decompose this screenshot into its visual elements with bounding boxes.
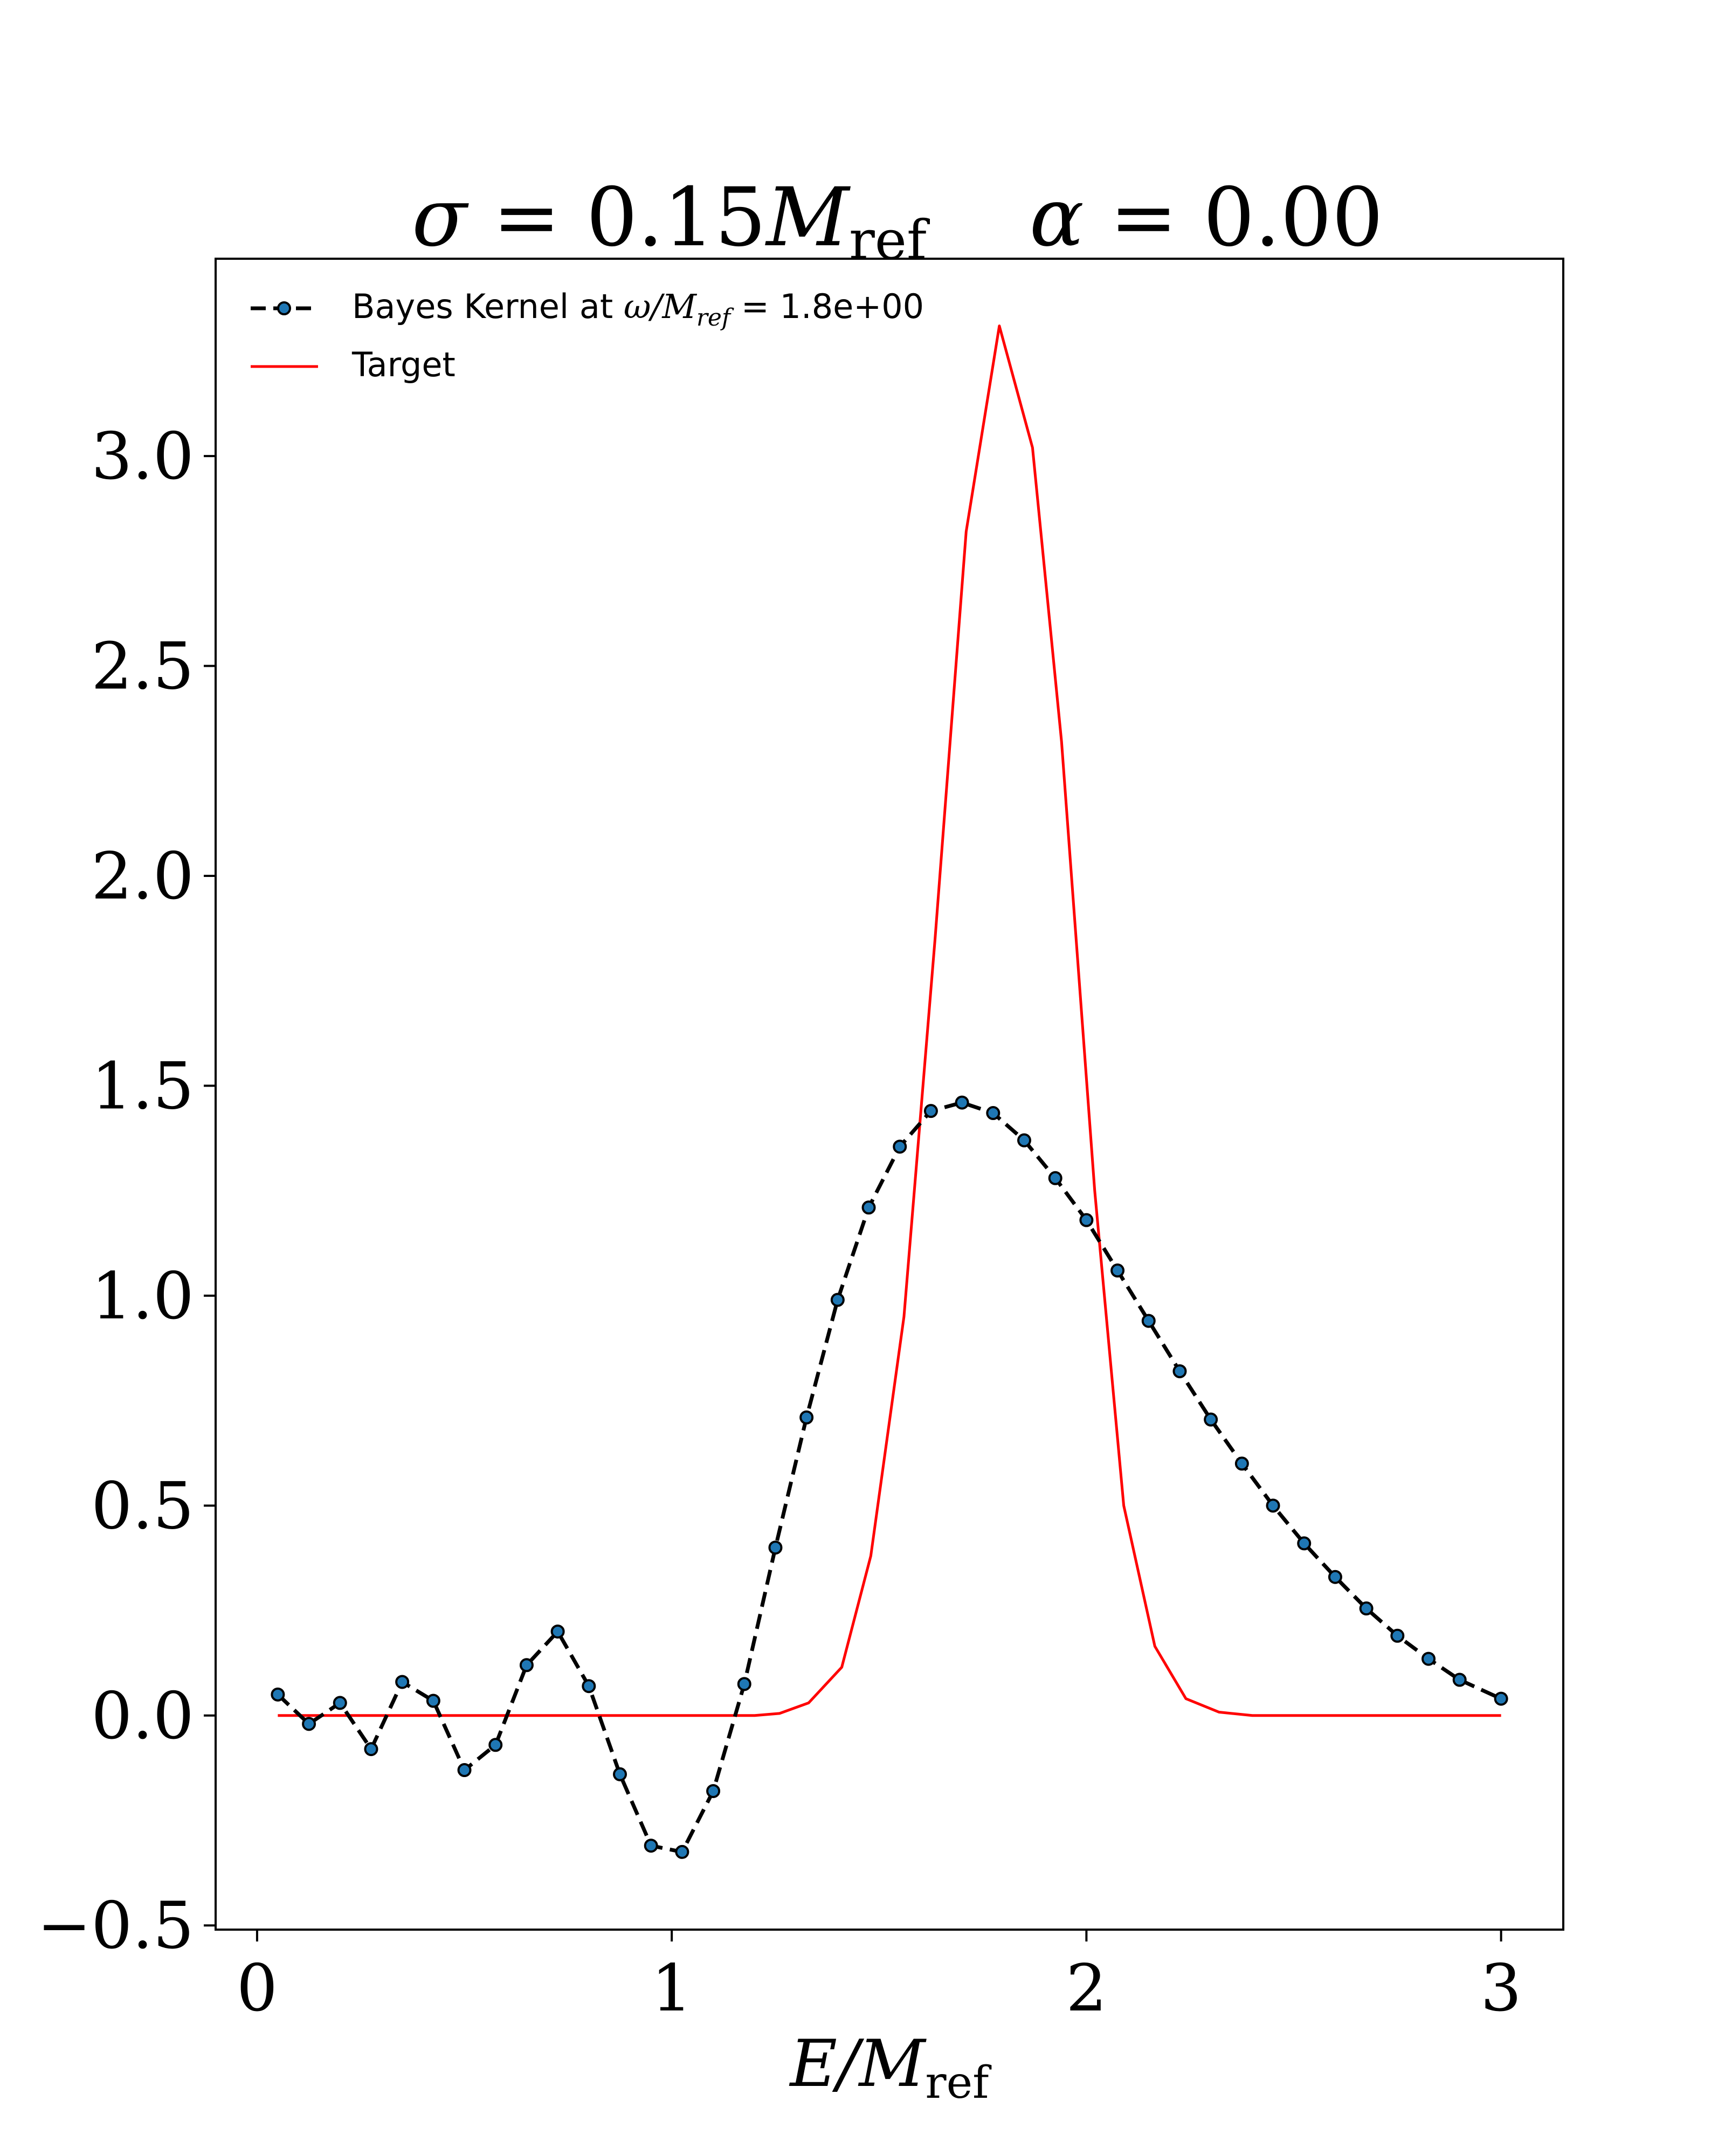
y-tick-label: 1.0 (91, 1259, 194, 1334)
bayes-data-point (737, 1677, 751, 1691)
y-tick-label: 3.0 (91, 419, 194, 494)
legend-bayes-sub: ref (696, 304, 734, 331)
bayes-data-point (861, 1200, 876, 1215)
bayes-data-point (1297, 1536, 1312, 1551)
y-tick-label: 0.0 (91, 1679, 194, 1754)
legend-bayes-label: Bayes Kernel at ω/Mref = 1.8e+00 (352, 287, 924, 331)
target-series-line (278, 324, 1501, 1717)
bayes-data-point (644, 1839, 658, 1853)
bayes-data-point (302, 1717, 316, 1731)
y-tick-label: 0.5 (91, 1469, 194, 1544)
bayes-data-point (519, 1658, 534, 1673)
bayes-data-point (333, 1696, 347, 1710)
y-tick-label: 1.5 (91, 1049, 194, 1124)
bayes-data-point (582, 1679, 596, 1694)
bayes-data-point (1110, 1263, 1125, 1278)
bayes-series-line (276, 1100, 1502, 1854)
legend-bayes-prefix: Bayes Kernel at (352, 287, 624, 326)
bayes-data-point (799, 1410, 814, 1425)
x-tick-label: 2 (1066, 1951, 1107, 2026)
bayes-data-point (768, 1540, 783, 1555)
bayes-data-point (457, 1763, 472, 1778)
y-axis: −0.5 0.0 0.5 1.0 1.5 2.0 2.5 3.0 (37, 419, 216, 1964)
bayes-data-point (1048, 1171, 1062, 1185)
bayes-data-point (1494, 1691, 1508, 1706)
legend-bayes-omega: ω/M (624, 287, 697, 326)
bayes-data-point (1422, 1651, 1436, 1666)
bayes-data-point (830, 1293, 845, 1307)
bayes-data-point (488, 1738, 503, 1752)
bayes-data-point (1266, 1498, 1280, 1513)
x-axis-label-main: E/M (789, 2027, 927, 2102)
bayes-data-point (426, 1694, 440, 1708)
bayes-data-point (613, 1767, 627, 1781)
title-alpha-symbol: α (1030, 171, 1084, 265)
x-axis: 0 1 2 3 (237, 1930, 1522, 2026)
bayes-data-point (550, 1624, 565, 1639)
legend: Bayes Kernel at ω/Mref = 1.8e+00 Target (251, 287, 924, 384)
bayes-data-point (395, 1675, 410, 1689)
x-tick-label: 0 (237, 1951, 278, 2026)
bayes-data-point (1452, 1673, 1467, 1687)
bayes-data-point (955, 1095, 969, 1110)
bayes-series-points (271, 1095, 1508, 1859)
bayes-data-point (706, 1784, 721, 1798)
plot-frame (215, 258, 1564, 1931)
title-unit-main: M (764, 171, 851, 265)
bayes-data-point (1141, 1314, 1156, 1328)
bayes-data-point (893, 1139, 907, 1154)
plot-area (271, 324, 1508, 1859)
y-tick-label: −0.5 (37, 1889, 194, 1964)
title-sigma-value: = 0.15 (467, 171, 766, 265)
legend-bayes-suffix: = 1.8e+00 (730, 287, 924, 326)
legend-bayes-marker (277, 301, 291, 315)
bayes-data-point (923, 1104, 938, 1118)
x-axis-label: E/Mref (789, 2027, 992, 2109)
bayes-data-point (986, 1106, 1000, 1121)
bayes-data-point (1204, 1412, 1218, 1427)
chart-title: σ = 0.15Mref α = 0.00 (412, 171, 1383, 272)
bayes-data-point (1234, 1456, 1249, 1471)
bayes-data-point (364, 1742, 378, 1757)
bayes-data-point (1017, 1133, 1031, 1148)
bayes-data-point (271, 1687, 285, 1702)
bayes-data-point (1079, 1213, 1094, 1227)
title-gap (927, 171, 1030, 265)
bayes-data-point (1328, 1570, 1342, 1584)
title-sigma-symbol: σ (412, 171, 469, 265)
x-axis-label-sub: ref (925, 2057, 992, 2109)
title-unit-sub: ref (849, 209, 930, 272)
bayes-data-point (675, 1844, 689, 1859)
bayes-data-point (1390, 1628, 1405, 1643)
y-tick-label: 2.0 (91, 839, 194, 914)
title-alpha-value: = 0.00 (1084, 171, 1383, 265)
legend-target-label: Target (351, 345, 456, 384)
bayes-data-point (1359, 1601, 1374, 1616)
bayes-data-point (1172, 1364, 1187, 1379)
x-tick-label: 1 (651, 1951, 692, 2026)
x-tick-label: 3 (1480, 1951, 1521, 2026)
y-tick-label: 2.5 (91, 630, 194, 704)
